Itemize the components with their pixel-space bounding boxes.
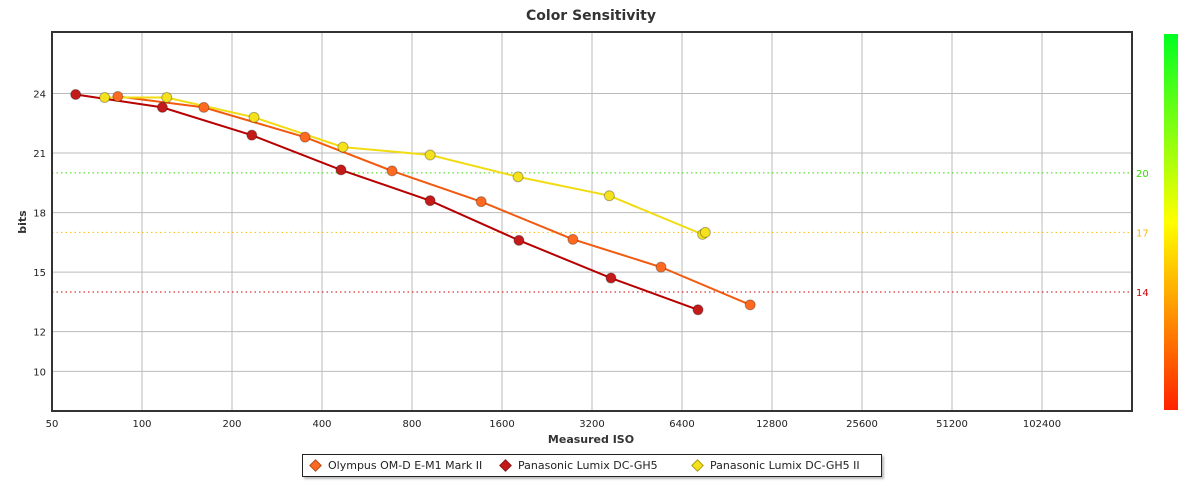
data-point-1 [513,234,525,246]
y-tick-label: 10 [33,367,46,378]
x-tick-label: 1600 [489,419,514,430]
y-axis-label: bits [16,210,29,234]
data-point-1 [156,101,168,113]
data-point-0 [744,299,756,311]
y-tick-label: 18 [33,209,46,220]
x-tick-label: 51200 [936,419,968,430]
data-point-2 [699,226,711,238]
y-tick-label: 24 [33,90,46,101]
data-point-0 [299,131,311,143]
reference-label: 20 [1136,169,1149,180]
data-point-0 [567,233,579,245]
legend-marker-0 [309,459,322,472]
x-tick-label: 6400 [669,419,694,430]
x-tick-label: 50 [46,419,59,430]
data-point-1 [605,272,617,284]
y-tick-label: 12 [33,328,46,339]
data-point-0 [198,101,210,113]
x-tick-label: 25600 [846,419,878,430]
data-point-2 [512,171,524,183]
legend-marker-2 [691,459,704,472]
legend-marker-1 [499,459,512,472]
legend-label-1: Panasonic Lumix DC-GH5 [518,459,658,472]
data-point-0 [386,165,398,177]
data-point-0 [112,90,124,102]
data-point-2 [337,141,349,153]
legend-item-0[interactable]: Olympus OM-D E-M1 Mark II [309,459,483,472]
plot-frame [51,31,1133,412]
x-axis-label: Measured ISO [548,433,634,446]
data-point-2 [161,91,173,103]
legend-label-2: Panasonic Lumix DC-GH5 II [710,459,860,472]
legend: Olympus OM-D E-M1 Mark II Panasonic Lumi… [302,454,882,477]
x-tick-label: 400 [312,419,331,430]
chart-title: Color Sensitivity [526,8,656,24]
data-point-1 [692,304,704,316]
y-tick-label: 15 [33,268,46,279]
x-tick-label: 100 [132,419,151,430]
data-point-2 [424,149,436,161]
reference-label: 14 [1136,288,1149,299]
data-point-1 [424,195,436,207]
x-tick-label: 102400 [1023,419,1061,430]
color-scale-bar [1164,34,1178,410]
data-point-2 [248,111,260,123]
data-point-1 [246,129,258,141]
data-point-2 [99,91,111,103]
x-tick-label: 12800 [756,419,788,430]
data-point-1 [70,89,82,101]
x-tick-label: 800 [402,419,421,430]
data-point-1 [335,164,347,176]
x-tick-label: 200 [222,419,241,430]
series-line-0 [117,95,751,306]
legend-item-2[interactable]: Panasonic Lumix DC-GH5 II [691,459,860,472]
legend-label-0: Olympus OM-D E-M1 Mark II [328,459,483,472]
data-point-0 [475,196,487,208]
reference-label: 17 [1136,228,1149,239]
series-line-1 [75,93,699,311]
y-tick-label: 21 [33,149,46,160]
data-point-0 [655,261,667,273]
legend-item-1[interactable]: Panasonic Lumix DC-GH5 [499,459,658,472]
x-tick-label: 3200 [579,419,604,430]
data-point-2 [603,190,615,202]
